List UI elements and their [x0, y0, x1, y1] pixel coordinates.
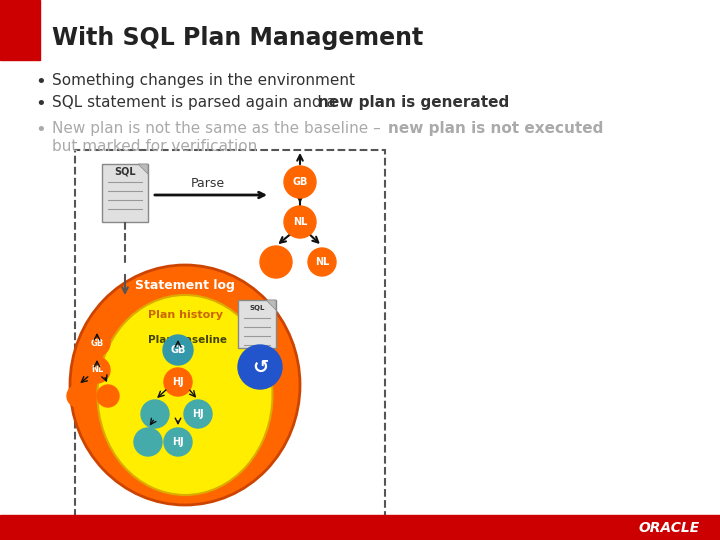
Text: New plan is not the same as the baseline –: New plan is not the same as the baseline…: [52, 121, 386, 136]
Polygon shape: [266, 300, 276, 310]
Text: •: •: [35, 73, 46, 91]
Text: Something changes in the environment: Something changes in the environment: [52, 73, 355, 88]
Text: but marked for verification: but marked for verification: [52, 139, 257, 154]
Text: With SQL Plan Management: With SQL Plan Management: [52, 26, 423, 50]
Circle shape: [284, 166, 316, 198]
Text: HJ: HJ: [172, 437, 184, 447]
Text: •: •: [35, 95, 46, 113]
Circle shape: [134, 428, 162, 456]
Text: new plan is generated: new plan is generated: [318, 95, 509, 110]
FancyBboxPatch shape: [102, 164, 148, 222]
Circle shape: [163, 335, 193, 365]
Text: NL: NL: [293, 217, 307, 227]
Circle shape: [238, 345, 282, 389]
Text: GB: GB: [91, 339, 104, 348]
Circle shape: [84, 357, 110, 383]
Circle shape: [284, 206, 316, 238]
Circle shape: [141, 400, 169, 428]
Text: GB: GB: [292, 177, 307, 187]
Text: ORACLE: ORACLE: [639, 521, 700, 535]
Text: NL: NL: [315, 257, 329, 267]
Text: •: •: [35, 121, 46, 139]
FancyBboxPatch shape: [238, 300, 276, 348]
Circle shape: [260, 246, 292, 278]
Bar: [0, 515, 720, 540]
Text: Parse: Parse: [191, 177, 225, 190]
Text: GB: GB: [171, 345, 186, 355]
Circle shape: [164, 368, 192, 396]
Circle shape: [308, 248, 336, 276]
Circle shape: [97, 385, 119, 407]
Text: HJ: HJ: [192, 409, 204, 419]
Text: ↺: ↺: [252, 357, 268, 376]
Text: SQL: SQL: [249, 305, 265, 311]
Circle shape: [84, 330, 110, 356]
Text: SQL statement is parsed again and a: SQL statement is parsed again and a: [52, 95, 341, 110]
Ellipse shape: [70, 265, 300, 505]
Text: Plan baseline: Plan baseline: [148, 335, 227, 345]
Ellipse shape: [97, 295, 272, 495]
Text: HJ: HJ: [172, 377, 184, 387]
Text: Statement log: Statement log: [135, 279, 235, 292]
Circle shape: [67, 385, 89, 407]
Text: NL: NL: [91, 366, 103, 375]
Circle shape: [184, 400, 212, 428]
Text: new plan is not executed: new plan is not executed: [388, 121, 603, 136]
Circle shape: [164, 428, 192, 456]
Text: Plan history: Plan history: [148, 310, 222, 320]
Bar: [75, 150, 385, 518]
Polygon shape: [138, 164, 148, 174]
Bar: [0, 0, 40, 60]
Text: SQL: SQL: [114, 167, 136, 177]
